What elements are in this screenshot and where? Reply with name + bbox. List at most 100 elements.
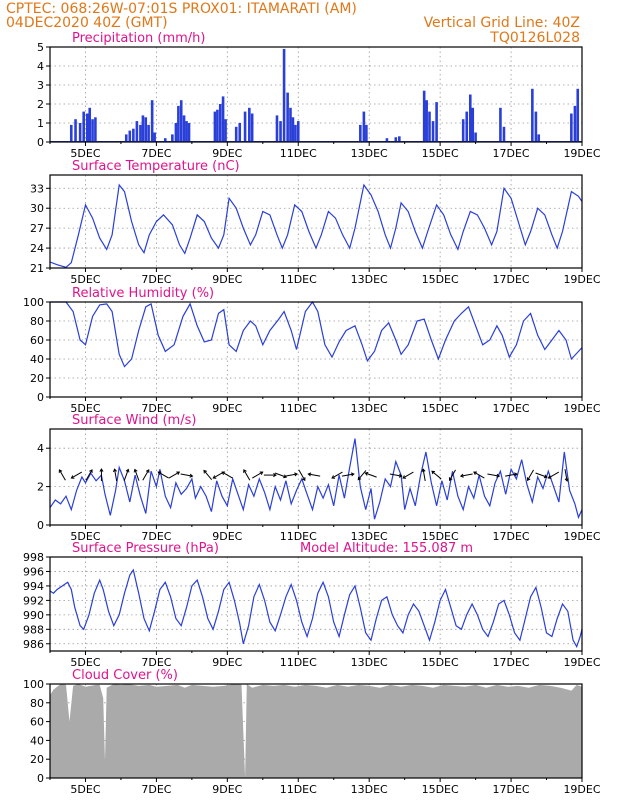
wind-arrow-head bbox=[350, 472, 355, 477]
wind-arrow bbox=[274, 472, 288, 479]
series-line bbox=[50, 300, 583, 368]
precip-bar bbox=[428, 111, 431, 142]
precip-bar bbox=[474, 132, 477, 142]
x-tick-label: 15DEC bbox=[422, 147, 459, 160]
wind-arrow-shaft bbox=[505, 473, 518, 477]
precip-bar bbox=[365, 124, 368, 142]
precip-bar bbox=[78, 123, 82, 142]
wind-arrow-shaft bbox=[252, 471, 263, 479]
x-tick-label: 11DEC bbox=[280, 656, 317, 669]
precip-bar bbox=[286, 92, 289, 142]
precip-bar bbox=[141, 115, 145, 142]
wind-arrow bbox=[180, 473, 194, 478]
y-tick-label: 5 bbox=[37, 41, 44, 54]
x-tick-label: 5DEC bbox=[70, 147, 100, 160]
precip-bar bbox=[221, 96, 225, 142]
precip-bar bbox=[576, 88, 580, 142]
x-tick-label: 17DEC bbox=[493, 402, 530, 415]
x-tick-label: 5DEC bbox=[70, 402, 100, 415]
precip-bar bbox=[139, 124, 142, 142]
wind-arrow-shaft bbox=[298, 469, 306, 481]
wind-arrow bbox=[221, 471, 233, 479]
wind-arrow-head bbox=[547, 475, 552, 479]
y-tick-label: 27 bbox=[30, 222, 44, 235]
precip-bar bbox=[135, 121, 139, 142]
wind-arrow-head bbox=[514, 472, 518, 477]
y-tick-label: 2 bbox=[37, 481, 44, 494]
panel-3: 0 20 40 60 80 100 5DEC 7DEC 9DEC 11DEC 13DEC 15DEC 1… bbox=[23, 286, 601, 415]
y-tick-label: 2 bbox=[37, 98, 44, 111]
panel-2: 21 24 27 30 33 5DEC 7DEC 9DEC 11DEC 13DEC 15DEC 17D… bbox=[30, 159, 601, 286]
precip-bar bbox=[144, 117, 148, 142]
wind-arrow bbox=[123, 468, 130, 481]
y-tick-label: 100 bbox=[23, 678, 44, 691]
panel-title: Surface Pressure (hPa) bbox=[72, 541, 219, 556]
precip-bar bbox=[153, 132, 156, 142]
wind-arrow bbox=[133, 468, 140, 481]
panel-title: Cloud Cover (%) bbox=[72, 668, 178, 683]
wind-arrow-head bbox=[70, 475, 75, 479]
precip-bar bbox=[294, 124, 297, 142]
wind-arrow-head bbox=[473, 471, 477, 475]
wind-arrow-head bbox=[543, 474, 548, 479]
wind-arrow-head bbox=[212, 475, 217, 479]
precip-bar bbox=[537, 134, 541, 142]
panel-subtitle: Model Altitude: 155.087 m bbox=[300, 541, 473, 556]
x-tick-label: 15DEC bbox=[422, 273, 459, 286]
precip-bar bbox=[398, 136, 401, 142]
wind-arrow bbox=[364, 471, 377, 478]
wind-arrow-head bbox=[331, 475, 336, 479]
header-run-time: 04DEC2020 40Z (GMT) bbox=[6, 15, 168, 31]
x-tick-label: 7DEC bbox=[141, 147, 171, 160]
x-tick-label: 11DEC bbox=[280, 402, 317, 415]
wind-arrow-shaft bbox=[285, 473, 298, 477]
wind-arrow-head bbox=[564, 478, 569, 482]
x-tick-label: 13DEC bbox=[351, 530, 388, 543]
x-tick-label: 5DEC bbox=[70, 530, 100, 543]
precip-bar bbox=[275, 115, 279, 142]
wind-arrow bbox=[252, 471, 264, 479]
panel-title: Relative Humidity (%) bbox=[72, 286, 214, 301]
wind-arrow-shaft bbox=[134, 469, 140, 481]
precip-bar bbox=[570, 113, 573, 142]
y-tick-label: 33 bbox=[30, 182, 44, 195]
wind-arrow-head bbox=[203, 469, 207, 474]
wind-arrow bbox=[331, 471, 343, 479]
precip-bar bbox=[177, 105, 180, 142]
precip-bar bbox=[531, 88, 534, 142]
wind-arrow-head bbox=[283, 474, 288, 479]
x-tick-label: 19DEC bbox=[563, 656, 600, 669]
precip-bar bbox=[238, 123, 242, 142]
wind-arrow-shaft bbox=[357, 470, 367, 480]
wind-arrow-shaft bbox=[243, 469, 251, 481]
precip-bar bbox=[291, 117, 295, 142]
precip-bar bbox=[182, 115, 186, 142]
x-tick-label: 17DEC bbox=[493, 656, 530, 669]
precip-bar bbox=[422, 90, 426, 142]
panel-1: 0 1 2 3 4 5 5DEC 7DEC 9DEC 11DEC 13DEC 15DEC 17DEC 19… bbox=[37, 31, 601, 160]
wind-arrow bbox=[421, 468, 426, 482]
precip-bar bbox=[85, 113, 89, 142]
wind-arrow-shaft bbox=[389, 473, 402, 477]
wind-arrow-shaft bbox=[449, 469, 456, 481]
x-tick-label: 15DEC bbox=[422, 783, 459, 796]
panel-title: Surface Wind (m/s) bbox=[72, 413, 196, 428]
precip-bar bbox=[213, 111, 217, 142]
x-tick-label: 19DEC bbox=[563, 147, 600, 160]
x-tick-label: 9DEC bbox=[212, 273, 242, 286]
y-tick-label: 994 bbox=[23, 580, 44, 593]
precip-bar bbox=[461, 119, 465, 142]
x-tick-label: 7DEC bbox=[141, 402, 171, 415]
x-tick-label: 15DEC bbox=[422, 402, 459, 415]
wind-arrow bbox=[243, 469, 251, 481]
y-tick-label: 992 bbox=[23, 594, 44, 607]
wind-arrow-head bbox=[125, 468, 130, 473]
x-tick-label: 11DEC bbox=[280, 530, 317, 543]
precip-bar bbox=[282, 48, 286, 142]
panel-4: 0 2 4 5DEC 7DEC 9DEC 11DEC 13DEC 15DEC 17DEC 19DEC… bbox=[37, 413, 601, 543]
y-tick-label: 4 bbox=[37, 442, 44, 455]
precip-bar bbox=[359, 124, 362, 142]
precip-bar bbox=[94, 117, 97, 142]
